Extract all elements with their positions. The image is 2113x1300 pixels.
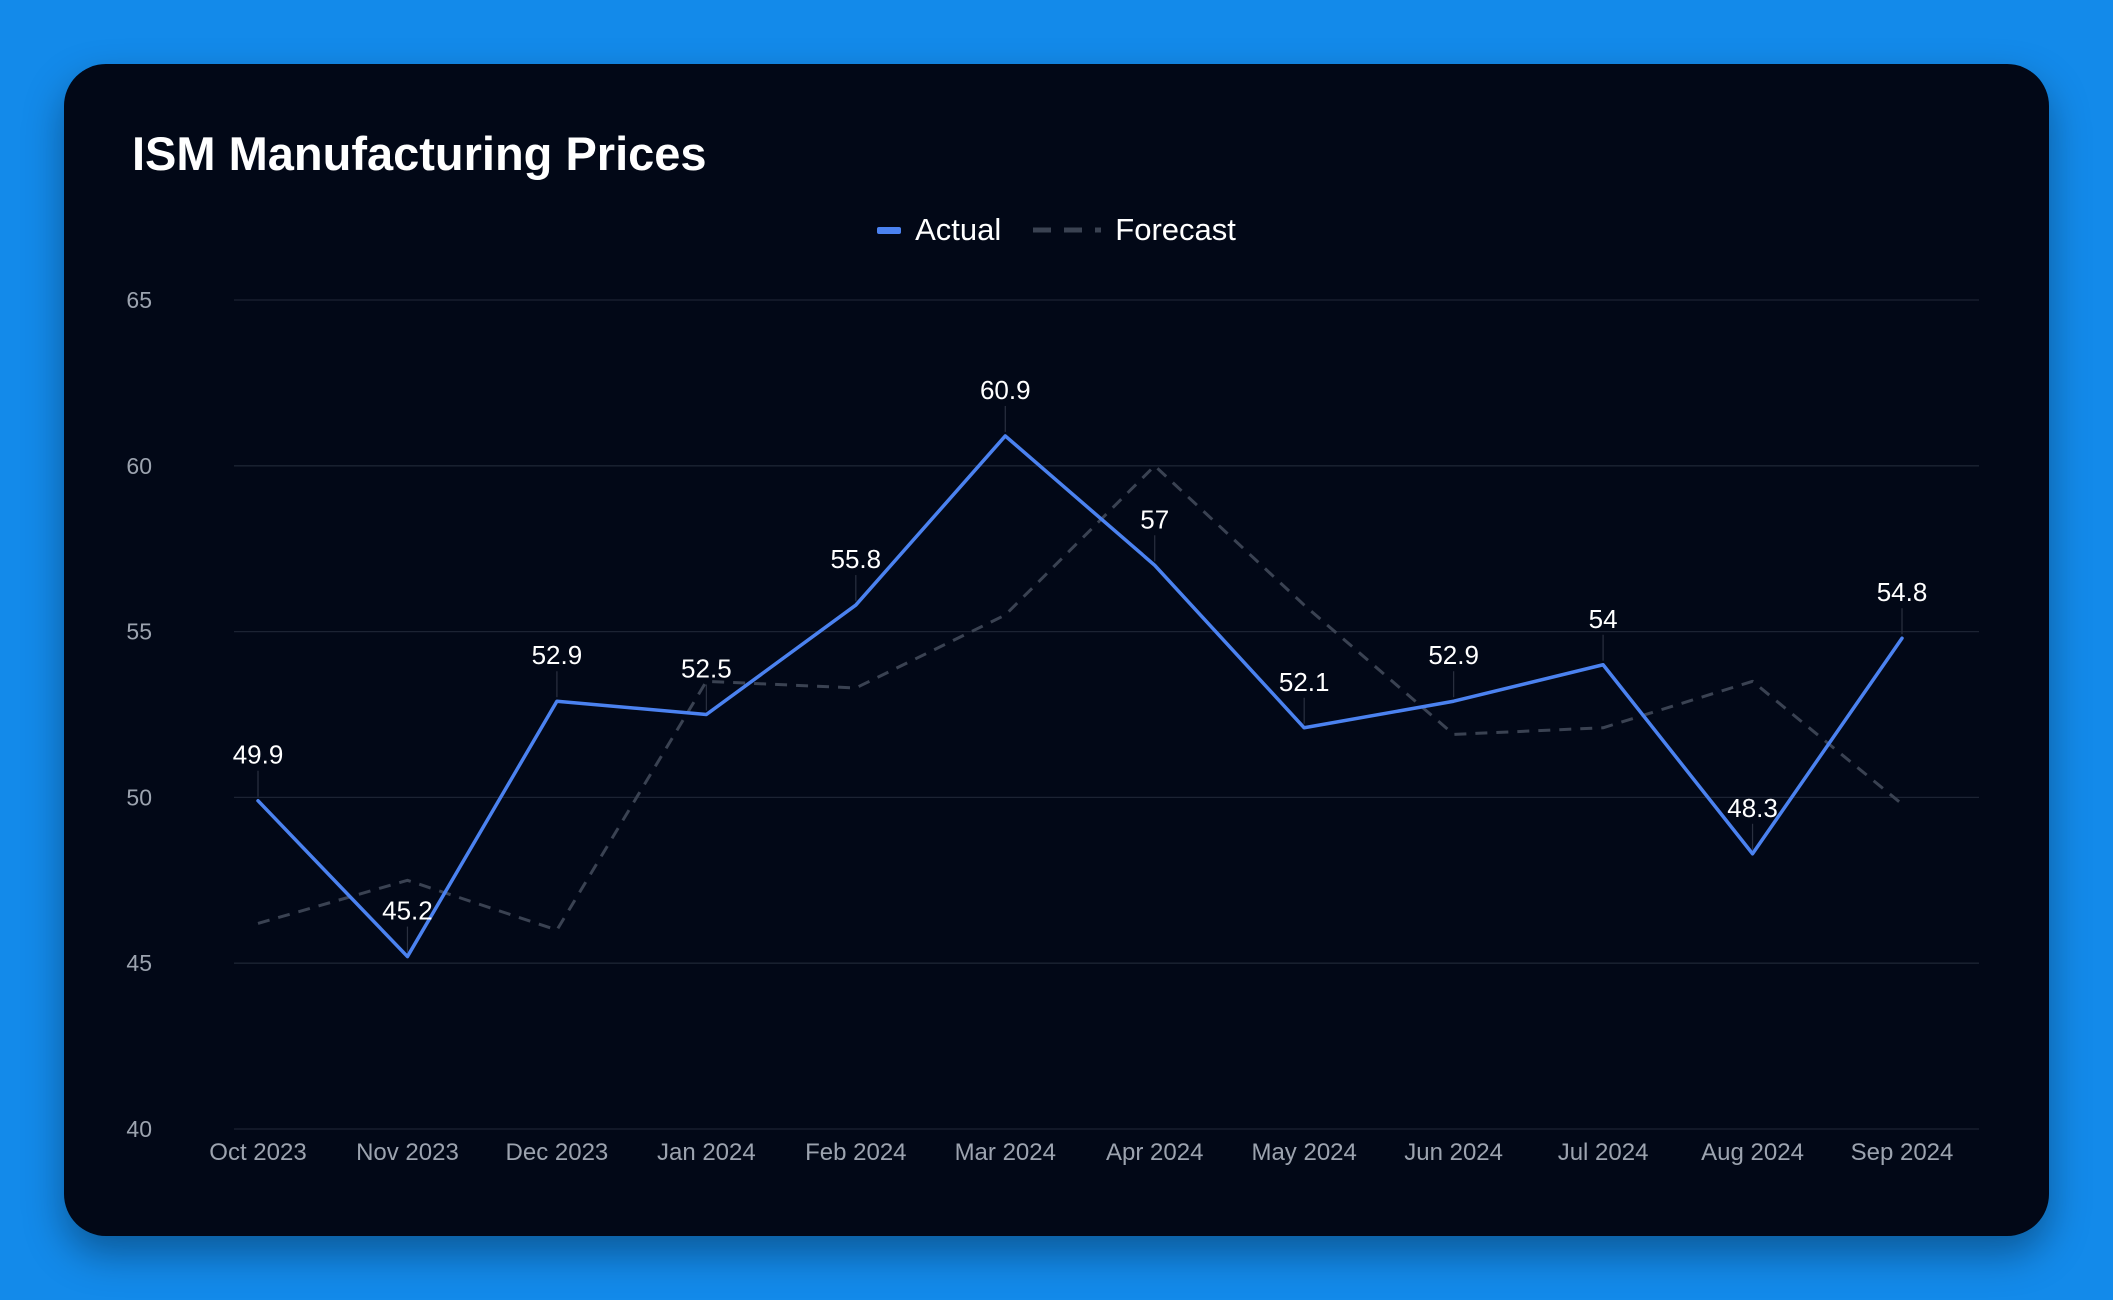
x-tick-label: Oct 2023 bbox=[209, 1139, 306, 1166]
data-label: 52.1 bbox=[1279, 667, 1330, 697]
grid-lines bbox=[234, 299, 1979, 1130]
data-label: 49.9 bbox=[233, 740, 284, 770]
x-tick-label: May 2024 bbox=[1251, 1139, 1356, 1166]
legend-item-actual[interactable]: Actual bbox=[877, 212, 1001, 248]
y-tick-label: 60 bbox=[126, 453, 152, 479]
data-label: 60.9 bbox=[980, 375, 1031, 405]
legend-label-actual: Actual bbox=[915, 212, 1002, 247]
line-chart-plot: 40 45 50 55 60 65 Oct 2023 Nov 2023 Dec 2023 Jan… bbox=[126, 287, 1979, 1166]
data-label: 45.2 bbox=[382, 896, 433, 926]
data-label: 52.5 bbox=[681, 654, 732, 684]
chart-title: ISM Manufacturing Prices bbox=[132, 127, 707, 180]
chart-legend: Actual Forecast bbox=[64, 212, 2049, 248]
forecast-series bbox=[257, 464, 1903, 932]
x-tick-label: Feb 2024 bbox=[805, 1139, 906, 1166]
data-label: 54.8 bbox=[1877, 577, 1928, 607]
data-label: 52.9 bbox=[532, 640, 583, 670]
x-axis: Oct 2023 Nov 2023 Dec 2023 Jan 2024 Feb 2024… bbox=[209, 1139, 1953, 1166]
data-label: 52.9 bbox=[1428, 640, 1479, 670]
y-tick-label: 55 bbox=[126, 619, 152, 645]
legend-swatch-actual bbox=[877, 226, 902, 234]
forecast-line bbox=[257, 464, 1903, 932]
data-label: 54 bbox=[1589, 604, 1618, 634]
x-tick-label: Mar 2024 bbox=[955, 1139, 1056, 1166]
actual-line bbox=[256, 434, 1904, 959]
chart-card: ISM Manufacturing Prices Actual Forecast… bbox=[64, 64, 2049, 1236]
y-tick-label: 45 bbox=[126, 950, 152, 976]
legend-swatch-forecast bbox=[1033, 227, 1102, 233]
data-label: 48.3 bbox=[1727, 793, 1778, 823]
y-tick-label: 40 bbox=[126, 1116, 152, 1142]
data-labels: 49.9 45.2 52.9 52.5 55.8 60.9 57 52.1 52.9 54 48.3… bbox=[233, 375, 1928, 926]
x-tick-label: Jul 2024 bbox=[1558, 1139, 1649, 1166]
data-label: 57 bbox=[1140, 504, 1169, 534]
x-tick-label: Jun 2024 bbox=[1404, 1139, 1503, 1166]
y-axis: 40 45 50 55 60 65 bbox=[126, 287, 152, 1142]
x-tick-label: Apr 2024 bbox=[1106, 1139, 1203, 1166]
y-tick-label: 65 bbox=[126, 287, 152, 313]
x-tick-label: Aug 2024 bbox=[1701, 1139, 1804, 1166]
x-tick-label: Dec 2023 bbox=[506, 1139, 609, 1166]
x-tick-label: Nov 2023 bbox=[356, 1139, 459, 1166]
legend-item-forecast[interactable]: Forecast bbox=[1033, 212, 1236, 248]
legend-label-forecast: Forecast bbox=[1115, 212, 1236, 247]
data-label: 55.8 bbox=[831, 544, 882, 574]
actual-series bbox=[256, 434, 1904, 959]
y-tick-label: 50 bbox=[126, 784, 152, 810]
x-tick-label: Jan 2024 bbox=[657, 1139, 756, 1166]
data-label-leaders bbox=[257, 405, 1903, 953]
x-tick-label: Sep 2024 bbox=[1851, 1139, 1954, 1166]
